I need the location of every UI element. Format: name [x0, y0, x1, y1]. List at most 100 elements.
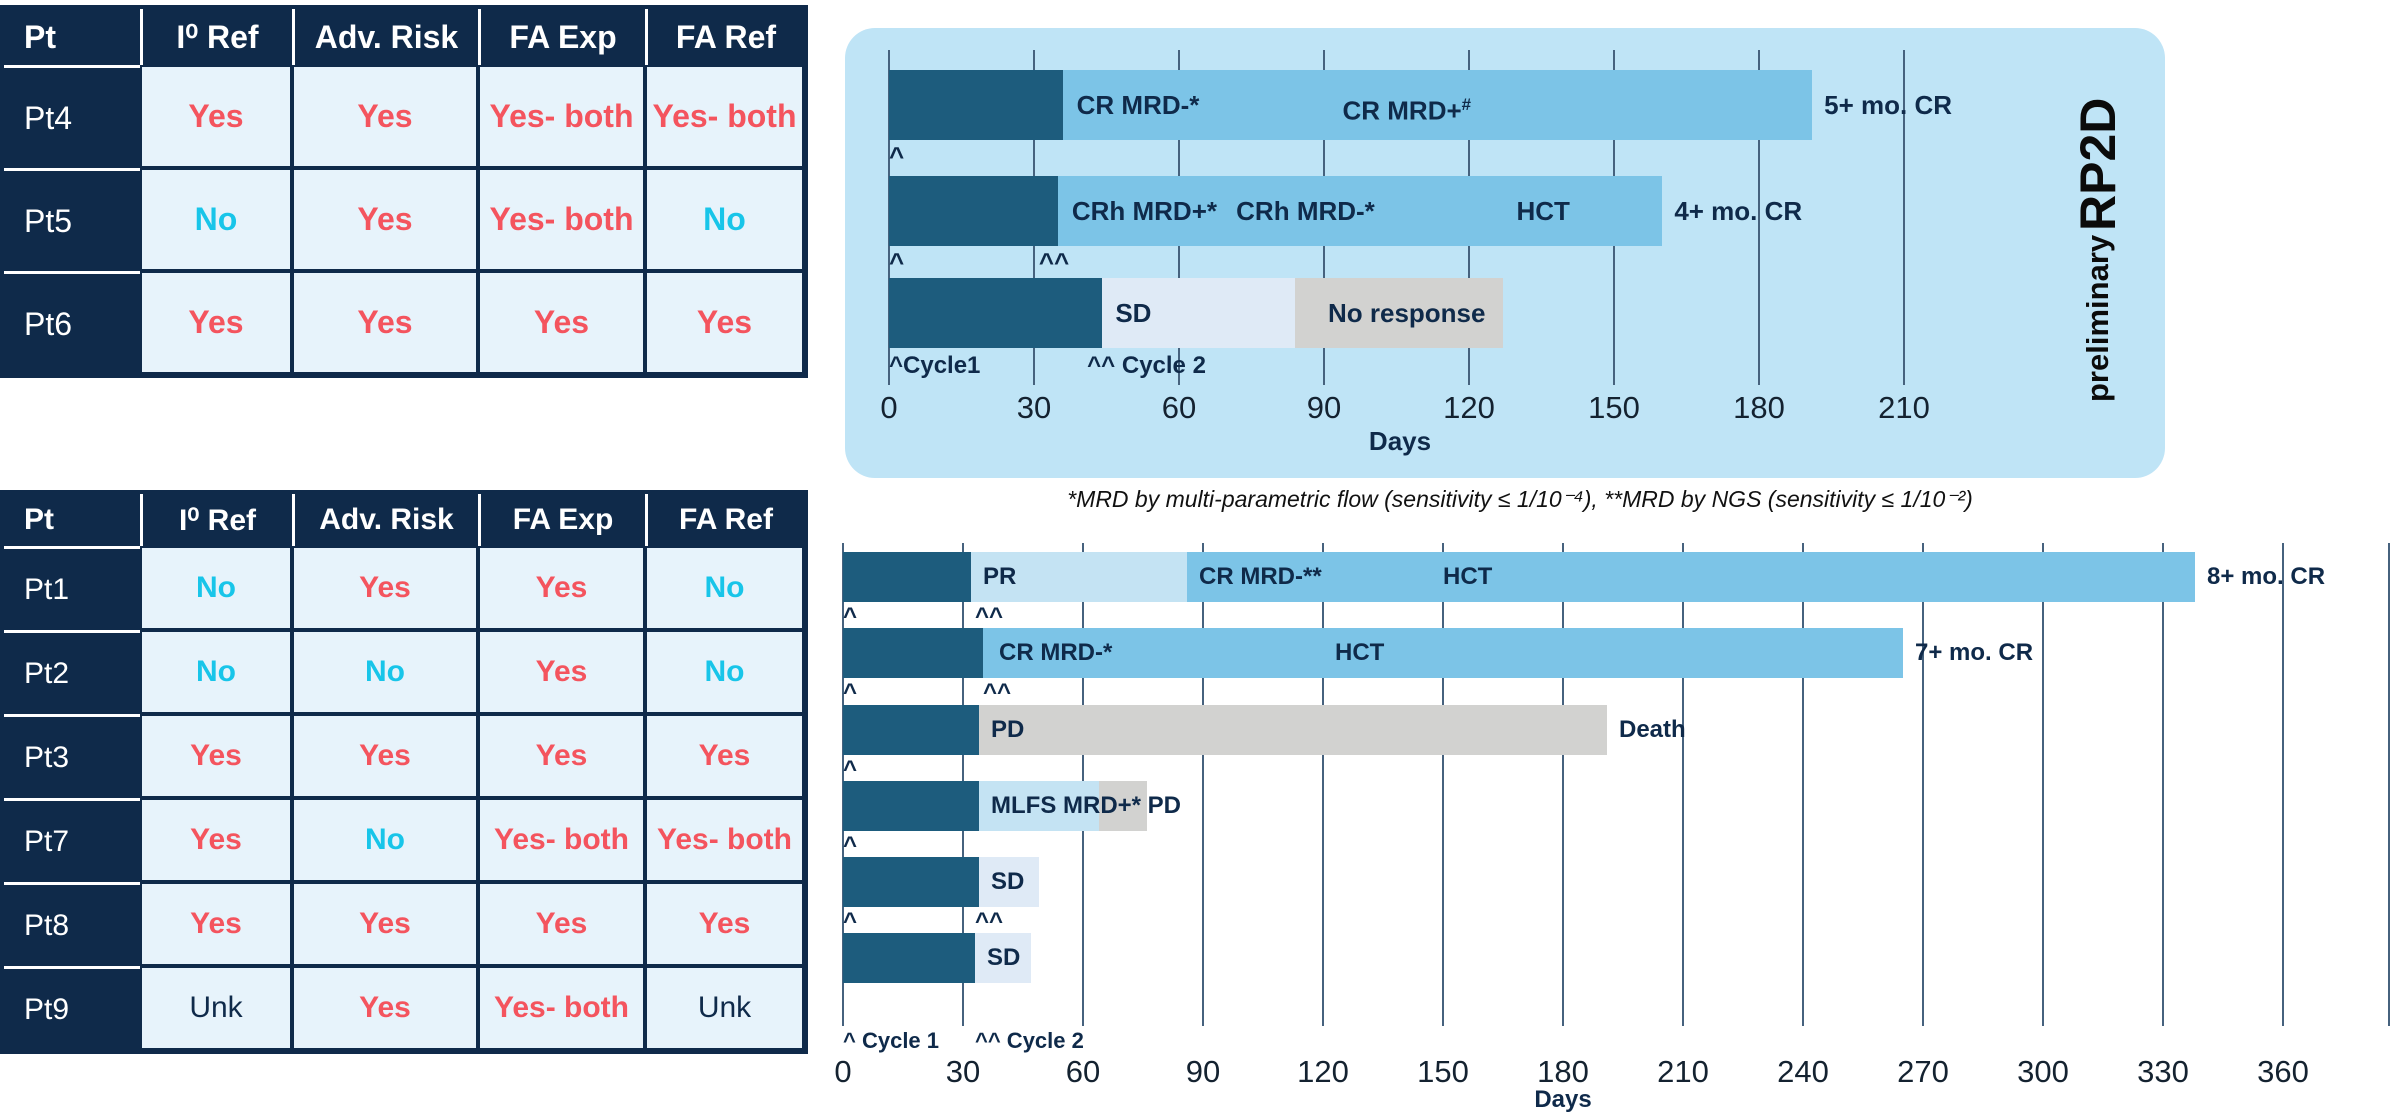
cycle-mark-Pt8: ^^ — [975, 908, 1004, 935]
table-value-cell: Yes — [140, 882, 292, 966]
table-value-cell: Yes- both — [645, 65, 804, 168]
gridline-day-150 — [1442, 543, 1444, 1026]
table-value-cell: No — [140, 546, 292, 630]
patient-id-cell: Pt4 — [4, 65, 140, 168]
cycle-mark-Pt3: ^ — [843, 756, 858, 783]
bar-label-Pt1: CR MRD-** — [1195, 552, 1322, 602]
bar-label-text: CR MRD-** — [1199, 563, 1322, 590]
table-header-cell: FA Ref — [645, 9, 804, 65]
x-tick-label: 330 — [2137, 1054, 2189, 1089]
table-value-cell: Yes — [645, 714, 804, 798]
cycle-mark-Pt1: ^ — [843, 603, 858, 630]
bar-segment-Pt1-treatment — [843, 552, 971, 602]
gridline-day-360 — [2282, 543, 2284, 1026]
table-header-cell: Pt — [4, 9, 140, 65]
table-value-cell: No — [292, 798, 478, 882]
table-header-cell: Adv. Risk — [292, 494, 478, 546]
table-header-cell: I⁰ Ref — [140, 9, 292, 65]
table-value-cell: Yes — [478, 546, 645, 630]
patient-id-cell: Pt3 — [4, 714, 140, 798]
bar-segment-Pt2-treatment — [843, 628, 983, 678]
bar-label-text: SD — [987, 944, 1021, 971]
patient-table-bottom: Pt I⁰ Ref Adv. Risk FA Exp FA Ref Pt1 No Yes Yes… — [0, 490, 808, 1054]
bar-segment-Pt7-treatment — [843, 781, 979, 831]
x-tick-label: 240 — [1777, 1054, 1829, 1089]
table-value-cell: No — [140, 168, 292, 271]
patient-id-cell: Pt1 — [4, 546, 140, 630]
bar-segment-Pt8-treatment — [843, 857, 979, 907]
patient-table-top: Pt I⁰ Ref Adv. Risk FA Exp FA Ref Pt4 Yes Yes Ye… — [0, 5, 808, 378]
table-value-cell: Yes- both — [478, 966, 645, 1050]
x-tick-label: 0 — [834, 1054, 852, 1089]
bar-segment-Pt3-treatment — [843, 705, 979, 755]
rp2d-label-line1: preliminary — [2080, 235, 2115, 403]
gridline-day-180 — [1562, 543, 1564, 1026]
table-value-cell: Yes — [292, 966, 478, 1050]
table-value-cell: Yes — [292, 546, 478, 630]
cycle-legend-item: ^ Cycle 1 — [843, 1028, 940, 1053]
table-value-cell: No — [645, 630, 804, 714]
gridline-day-30 — [962, 543, 964, 1026]
bar-label-text: HCT — [1335, 639, 1385, 666]
x-tick-label: 60 — [1065, 1054, 1101, 1089]
bar-label-Pt1: HCT — [1439, 552, 1492, 602]
bar-segment-Pt9-treatment — [843, 933, 975, 983]
table-value-cell: Yes — [292, 65, 478, 168]
table-value-cell: Yes — [140, 271, 292, 374]
x-tick-label: 90 — [1185, 1054, 1221, 1089]
gridline-day-210 — [1682, 543, 1684, 1026]
bar-label-text: PD — [991, 716, 1025, 743]
gridline-day-120 — [1322, 543, 1324, 1026]
x-tick-label: 210 — [1657, 1054, 1709, 1089]
bar-label-Pt7: MLFS MRD+* PD — [987, 781, 1181, 831]
x-tick-label: 270 — [1897, 1054, 1949, 1089]
table-value-cell: Yes — [140, 714, 292, 798]
table-header-cell: FA Exp — [478, 494, 645, 546]
table-header-cell: FA Ref — [645, 494, 804, 546]
bar-end-label-Pt1: 8+ mo. CR — [2207, 563, 2326, 590]
bar-label-text: HCT — [1443, 563, 1493, 590]
patient-id-cell: Pt2 — [4, 630, 140, 714]
patient-id-cell: Pt6 — [4, 271, 140, 374]
table-value-cell: Yes — [140, 65, 292, 168]
gridline-edge — [2388, 543, 2390, 1026]
table-value-cell: Yes — [478, 714, 645, 798]
bar-label-Pt8: SD — [987, 857, 1024, 907]
gridline-day-240 — [1802, 543, 1804, 1026]
patient-id-cell: Pt5 — [4, 168, 140, 271]
table-value-cell: Yes- both — [645, 798, 804, 882]
bar-label-Pt1: PR — [979, 552, 1016, 602]
x-tick-label: 300 — [2017, 1054, 2069, 1089]
table-value-cell: Yes — [292, 271, 478, 374]
table-value-cell: Yes- both — [478, 168, 645, 271]
table-header-cell: I⁰ Ref — [140, 494, 292, 546]
bar-segment-Pt1-partial — [971, 552, 1187, 602]
gridline-day-300 — [2042, 543, 2044, 1026]
cycle-mark-Pt2: ^ — [843, 679, 858, 706]
table-value-cell: Yes — [478, 630, 645, 714]
bar-end-label-Pt2: 7+ mo. CR — [1915, 639, 2034, 666]
cycle-legend-item: ^^ Cycle 2 — [975, 1028, 1084, 1053]
bar-segment-Pt7-none — [1099, 781, 1147, 831]
table-value-cell: Yes — [140, 798, 292, 882]
bar-label-Pt2: CR MRD-* — [995, 628, 1112, 678]
bar-label-text: SD — [991, 868, 1025, 895]
table-value-cell: Yes — [645, 271, 804, 374]
bar-segment-Pt8-stable — [979, 857, 1039, 907]
table-value-cell: No — [140, 630, 292, 714]
rp2d-vertical-label: preliminary RP2D — [2036, 80, 2160, 420]
table-value-cell: Yes — [478, 271, 645, 374]
table-header-cell: Adv. Risk — [292, 9, 478, 65]
gridline-day-270 — [1922, 543, 1924, 1026]
rp2d-panel — [845, 28, 2165, 478]
bar-label-Pt3: PD — [987, 705, 1024, 755]
bar-label-text: MLFS MRD+* PD — [991, 792, 1182, 819]
cycle-mark-Pt2: ^^ — [983, 679, 1012, 706]
x-axis-title: Days — [1534, 1086, 1592, 1113]
table-value-cell: No — [292, 630, 478, 714]
x-tick-label: 360 — [2257, 1054, 2309, 1089]
table-value-cell: Yes — [292, 714, 478, 798]
bar-segment-Pt3-none — [979, 705, 1607, 755]
table-value-cell: Yes- both — [478, 798, 645, 882]
x-tick-label: 120 — [1297, 1054, 1349, 1089]
